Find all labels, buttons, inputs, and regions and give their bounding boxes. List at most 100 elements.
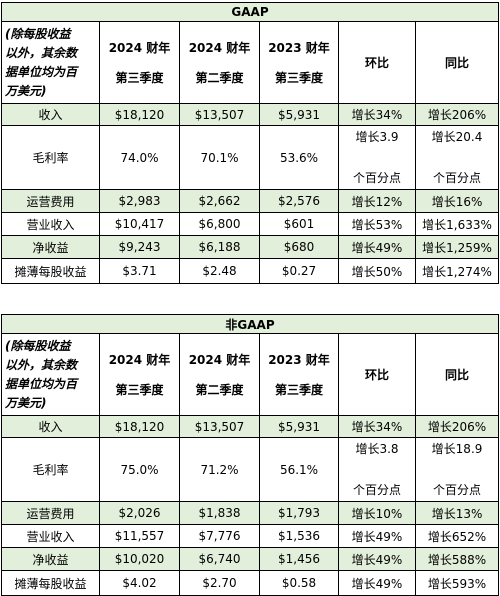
- row-label: 收入: [1, 103, 100, 126]
- header-cell: 2024 财年 第三季度: [99, 333, 180, 416]
- cell: $0.27: [259, 258, 339, 284]
- row-label: 净收益: [1, 547, 100, 571]
- cell: 增长49%: [338, 547, 416, 571]
- cell: $5,931: [259, 415, 339, 438]
- cell-line: 2024 财年: [108, 352, 171, 367]
- title-row: GAAP: [0, 2, 500, 22]
- cell-line: 2024 财年: [108, 40, 171, 55]
- cell: $1,793: [259, 501, 339, 525]
- row-label: 净收益: [1, 235, 100, 259]
- cell: $13,507: [179, 103, 260, 126]
- cell: 增长13%: [414, 501, 500, 525]
- cell: $1,456: [259, 547, 339, 571]
- cell: 增长206%: [414, 103, 500, 126]
- cell: 增长16%: [414, 189, 500, 213]
- cell-line: (除每股收益: [5, 26, 71, 41]
- cell: $601: [259, 212, 339, 236]
- cell: $6,740: [179, 547, 260, 571]
- header-row: (除每股收益 以外，其余数 据单位均为百 万美元) 2024 财年 第三季度 2024 财年…: [1, 333, 500, 416]
- data-row: 净收益 $10,020 $6,740 $1,456 增长49% 增长588%: [1, 547, 500, 571]
- cell-line: 环比: [364, 367, 389, 382]
- cell-line: 2024 财年: [188, 352, 251, 367]
- cell-line: 第三季度: [274, 70, 323, 85]
- cell: 增长588%: [414, 547, 500, 571]
- cell: 增长10%: [338, 501, 416, 525]
- cell-line: 增长3.8: [355, 442, 399, 456]
- cell: $10,417: [99, 212, 180, 236]
- header-cell: 环比: [338, 21, 416, 104]
- cell-line: 第三季度: [115, 70, 164, 85]
- row-label: 毛利率: [1, 125, 100, 190]
- header-cell: (除每股收益 以外，其余数 据单位均为百 万美元): [1, 333, 100, 416]
- header-cell: 2024 财年 第三季度: [99, 21, 180, 104]
- cell: 增长49%: [338, 524, 416, 548]
- header-row: (除每股收益 以外，其余数 据单位均为百 万美元) 2024 财年 第三季度 2024 财年…: [1, 21, 500, 104]
- cell: $18,120: [99, 103, 180, 126]
- data-row: 收入 $18,120 $13,507 $5,931 增长34% 增长206%: [1, 415, 500, 438]
- data-row: 摊薄每股收益 $4.02 $2.70 $0.58 增长49% 增长593%: [1, 570, 500, 596]
- cell-line: 第三季度: [115, 382, 164, 397]
- cell-line: 增长18.9: [431, 442, 483, 456]
- cell: $0.58: [259, 570, 339, 596]
- cell: $2.70: [179, 570, 260, 596]
- cell: 增长3.9 个百分点: [338, 125, 416, 190]
- cell: 70.1%: [179, 125, 260, 190]
- cell: 增长49%: [338, 235, 416, 259]
- data-row: 毛利率 74.0% 70.1% 53.6% 增长3.9 个百分点 增长20.4 个百分点: [1, 125, 500, 190]
- table-title: GAAP: [0, 2, 500, 22]
- data-row: 运营费用 $2,026 $1,838 $1,793 增长10% 增长13%: [1, 501, 500, 525]
- header-cell: (除每股收益 以外，其余数 据单位均为百 万美元): [1, 21, 100, 104]
- cell: $3.71: [99, 258, 180, 284]
- cell: $680: [259, 235, 339, 259]
- cell: $4.02: [99, 570, 180, 596]
- cell: $2,576: [259, 189, 339, 213]
- cell: 增长53%: [338, 212, 416, 236]
- cell: $2.48: [179, 258, 260, 284]
- cell-line: 个百分点: [433, 171, 482, 185]
- header-cell: 同比: [414, 333, 500, 416]
- row-label: 收入: [1, 415, 100, 438]
- cell: 增长652%: [414, 524, 500, 548]
- cell: $11,557: [99, 524, 180, 548]
- cell: $18,120: [99, 415, 180, 438]
- cell: 增长1,259%: [414, 235, 500, 259]
- cell: 增长50%: [338, 258, 416, 284]
- row-label: 摊薄每股收益: [1, 570, 100, 596]
- data-row: 净收益 $9,243 $6,188 $680 增长49% 增长1,259%: [1, 235, 500, 259]
- cell: $2,026: [99, 501, 180, 525]
- cell: 增长34%: [338, 103, 416, 126]
- cell-line: 2023 财年: [268, 352, 330, 367]
- cell: $9,243: [99, 235, 180, 259]
- data-row: 摊薄每股收益 $3.71 $2.48 $0.27 增长50% 增长1,274%: [1, 258, 500, 284]
- cell: 增长49%: [338, 570, 416, 596]
- cell: $1,536: [259, 524, 339, 548]
- header-cell: 2024 财年 第二季度: [179, 333, 260, 416]
- cell-line: 个百分点: [352, 171, 401, 185]
- cell: $2,662: [179, 189, 260, 213]
- cell-line: 据单位均为百: [5, 376, 78, 391]
- cell: 增长593%: [414, 570, 500, 596]
- cell: 增长12%: [338, 189, 416, 213]
- row-label: 营业收入: [1, 212, 100, 236]
- cell-line: 个百分点: [433, 483, 482, 497]
- cell: $10,020: [99, 547, 180, 571]
- cell-line: 增长20.4: [431, 130, 483, 144]
- header-cell: 环比: [338, 333, 416, 416]
- cell-line: 同比: [445, 367, 470, 382]
- cell: 增长34%: [338, 415, 416, 438]
- cell: $13,507: [179, 415, 260, 438]
- cell: 增长3.8 个百分点: [338, 437, 416, 502]
- cell: $1,838: [179, 501, 260, 525]
- cell-line: 2024 财年: [188, 40, 251, 55]
- header-cell: 2023 财年 第三季度: [259, 21, 339, 104]
- cell: 53.6%: [259, 125, 339, 190]
- data-row: 收入 $18,120 $13,507 $5,931 增长34% 增长206%: [1, 103, 500, 126]
- cell: 增长1,633%: [414, 212, 500, 236]
- header-cell: 2023 财年 第三季度: [259, 333, 339, 416]
- cell: $6,800: [179, 212, 260, 236]
- cell-line: 增长3.9: [355, 130, 399, 144]
- data-row: 营业收入 $10,417 $6,800 $601 增长53% 增长1,633%: [1, 212, 500, 236]
- cell-line: 以外，其余数: [5, 357, 78, 372]
- cell-line: 2023 财年: [268, 40, 330, 55]
